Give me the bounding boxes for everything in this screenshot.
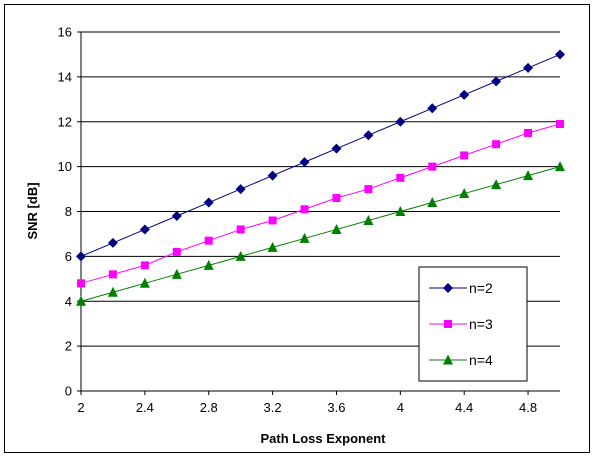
axes bbox=[77, 31, 560, 395]
y-tick-label: 14 bbox=[58, 69, 72, 84]
data-point bbox=[555, 49, 565, 60]
data-point bbox=[299, 157, 310, 168]
data-point bbox=[395, 206, 406, 216]
data-point bbox=[523, 170, 534, 181]
data-point bbox=[203, 197, 214, 208]
legend-item: n=2 bbox=[429, 280, 493, 296]
data-point bbox=[267, 241, 278, 252]
data-point bbox=[171, 210, 182, 221]
data-point bbox=[492, 140, 501, 149]
y-tick-label: 2 bbox=[65, 339, 72, 354]
data-point bbox=[172, 247, 181, 256]
y-tick-label: 4 bbox=[65, 294, 72, 309]
data-point bbox=[363, 214, 374, 225]
data-point bbox=[364, 185, 373, 194]
data-point bbox=[77, 279, 85, 288]
data-point bbox=[427, 103, 438, 114]
data-point bbox=[460, 151, 469, 160]
data-point bbox=[203, 259, 214, 270]
data-point bbox=[491, 76, 502, 87]
data-point bbox=[76, 295, 86, 306]
x-tick-label: 3.2 bbox=[264, 400, 282, 415]
data-point bbox=[523, 62, 534, 73]
y-tick-label: 16 bbox=[58, 25, 72, 40]
data-point bbox=[107, 286, 118, 297]
data-point bbox=[235, 184, 246, 195]
data-point bbox=[491, 179, 502, 190]
x-tick-labels: 2 2.4 2.8 3.2 3.6 4 4.4 4.8 bbox=[77, 400, 537, 415]
data-point bbox=[108, 270, 117, 279]
x-tick-label: 4.8 bbox=[519, 400, 537, 415]
x-tick-label: 2.4 bbox=[136, 400, 154, 415]
data-point bbox=[107, 237, 118, 248]
legend-marker bbox=[443, 283, 453, 293]
y-tick-label: 8 bbox=[65, 204, 72, 219]
legend-label: n=2 bbox=[469, 280, 493, 296]
x-tick-label: 2.8 bbox=[200, 400, 218, 415]
data-point bbox=[363, 130, 374, 141]
data-point bbox=[140, 261, 149, 270]
legend-marker bbox=[443, 354, 453, 365]
series-n=2 bbox=[76, 49, 565, 262]
data-point bbox=[204, 236, 213, 245]
y-tick-labels: 0 2 4 6 8 10 12 14 16 bbox=[58, 25, 72, 399]
y-tick-label: 10 bbox=[58, 159, 72, 174]
y-tick-label: 0 bbox=[65, 384, 72, 399]
legend-marker bbox=[444, 320, 452, 328]
data-point bbox=[459, 89, 470, 100]
data-point bbox=[300, 205, 309, 214]
x-tick-label: 4.4 bbox=[455, 400, 473, 415]
data-point bbox=[395, 116, 406, 127]
series-n=3 bbox=[77, 119, 564, 288]
data-point bbox=[331, 143, 342, 154]
legend: n=2 n=3 n=4 bbox=[418, 266, 528, 382]
data-point bbox=[459, 188, 470, 199]
data-point bbox=[139, 224, 150, 235]
data-point bbox=[332, 194, 341, 203]
data-point bbox=[139, 277, 150, 288]
series-line bbox=[80, 53, 561, 257]
series-line bbox=[80, 123, 561, 284]
data-point bbox=[555, 161, 565, 172]
x-axis-title: Path Loss Exponent bbox=[261, 431, 387, 446]
y-tick-label: 12 bbox=[58, 114, 72, 129]
legend-item: n=3 bbox=[429, 316, 493, 332]
data-point bbox=[396, 173, 405, 182]
y-tick-label: 6 bbox=[65, 249, 72, 264]
data-point bbox=[299, 232, 310, 243]
legend-item: n=4 bbox=[429, 352, 493, 368]
data-point bbox=[236, 225, 245, 234]
series-group bbox=[76, 49, 565, 306]
series-line bbox=[80, 166, 561, 302]
data-point bbox=[331, 223, 342, 234]
data-point bbox=[76, 251, 86, 262]
legend-label: n=4 bbox=[469, 352, 493, 368]
x-tick-label: 2 bbox=[77, 400, 84, 415]
data-point bbox=[171, 268, 182, 279]
data-point bbox=[267, 170, 278, 181]
x-tick-label: 4 bbox=[397, 400, 404, 415]
x-tick-label: 3.6 bbox=[327, 400, 345, 415]
data-point bbox=[556, 119, 564, 128]
data-point bbox=[524, 128, 533, 137]
data-point bbox=[427, 197, 438, 208]
data-point bbox=[428, 162, 437, 171]
series-n=4 bbox=[76, 161, 565, 306]
y-axis-title: SNR [dB] bbox=[25, 182, 40, 239]
data-point bbox=[268, 216, 277, 225]
data-point bbox=[235, 250, 246, 261]
legend-label: n=3 bbox=[469, 316, 493, 332]
